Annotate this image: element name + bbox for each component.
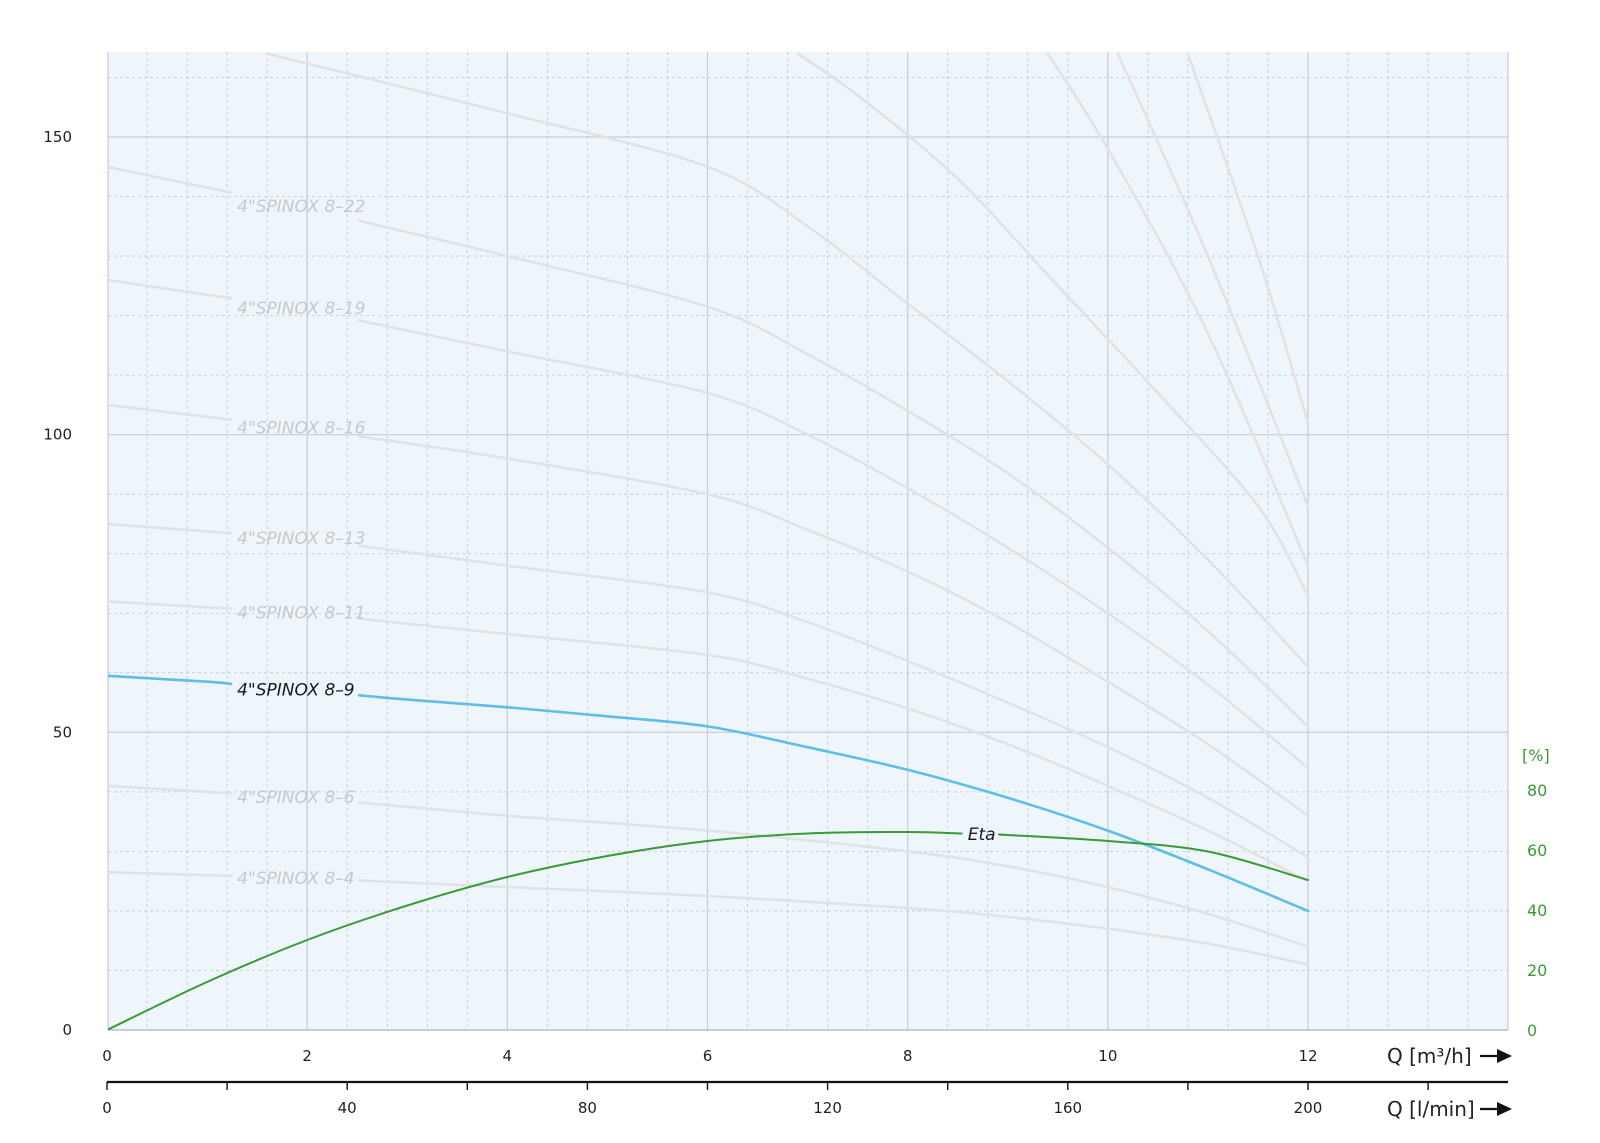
pump-curve-label: 4"SPINOX 8–11 — [237, 604, 365, 624]
secondary-x-tick-label: 40 — [338, 1099, 357, 1117]
secondary-x-tick-label: 120 — [813, 1099, 842, 1117]
pump-curve-line — [108, 784, 233, 795]
efficiency-curve-line — [108, 830, 963, 1030]
pump-curve-line — [108, 278, 233, 300]
x-tick-label: 10 — [1098, 1047, 1117, 1065]
pump-curve-line — [108, 522, 233, 535]
pump-curve-label: 4"SPINOX 8–4 — [237, 869, 355, 889]
efficiency-tick-label: 0 — [1527, 1021, 1537, 1040]
pump-curve-label: 4"SPINOX 8–13 — [237, 529, 365, 549]
plot-background — [108, 52, 1508, 1030]
pump-curve-line — [108, 165, 233, 194]
efficiency-curve-line — [998, 833, 1309, 881]
pump-curve-line — [357, 617, 1310, 883]
highlighted-curve-label: 4"SPINOX 8–9 — [237, 681, 355, 701]
x-axis-arrow-head — [1497, 1049, 1512, 1063]
x-tick-label: 0 — [102, 1047, 112, 1065]
x-tick-label: 2 — [302, 1047, 312, 1065]
efficiency-curve-label: Eta — [968, 825, 996, 845]
pump-curve-line — [796, 52, 1310, 597]
efficiency-tick-label: 60 — [1527, 841, 1547, 860]
highlighted-curve-line — [108, 674, 233, 686]
y-tick-label: 0 — [62, 1021, 72, 1039]
secondary-axis-arrow-head — [1497, 1102, 1512, 1116]
y-tick-label: 150 — [43, 128, 72, 146]
pump-curve-line — [357, 319, 1310, 770]
secondary-x-tick-label: 0 — [102, 1099, 112, 1117]
x-tick-label: 4 — [503, 1047, 513, 1065]
pump-curve-line — [1186, 52, 1310, 425]
secondary-x-tick-label: 200 — [1294, 1099, 1323, 1117]
efficiency-axis-label: [%] — [1522, 746, 1550, 765]
efficiency-tick-label: 80 — [1527, 781, 1547, 800]
secondary-x-axis-label: Q [l/min] — [1387, 1097, 1475, 1121]
pump-curves — [108, 52, 1310, 1030]
pump-curve-line — [108, 600, 233, 610]
pump-curve-line — [108, 870, 233, 878]
x-tick-label: 12 — [1298, 1047, 1317, 1065]
curve-labels: 4"SPINOX 8–4 4"SPINOX 8–6 4"SPINOX 8–11 4"S… — [237, 197, 995, 889]
pump-curve-label: 4"SPINOX 8–19 — [237, 299, 365, 319]
pump-curve-line — [265, 52, 1310, 669]
pump-curve-line — [357, 219, 1310, 728]
pump-curve-label: 4"SPINOX 8–6 — [237, 788, 355, 808]
pump-curve-line — [357, 544, 1310, 859]
pump-curve-line — [357, 435, 1310, 817]
x-tick-label: 6 — [703, 1047, 713, 1065]
secondary-x-tick-label: 80 — [578, 1099, 597, 1117]
y-tick-label: 100 — [43, 426, 72, 444]
secondary-x-tick-label: 160 — [1053, 1099, 1082, 1117]
axes: 0 50 100 150 0 20 40 60 80 [%] 0 2 4 6 8 10 12 Q [m³/h] 0 4… — [43, 128, 1549, 1121]
pump-curve-label: 4"SPINOX 8–16 — [237, 418, 366, 438]
x-tick-label: 8 — [903, 1047, 913, 1065]
efficiency-tick-label: 20 — [1527, 961, 1547, 980]
pump-curve-line — [1116, 52, 1310, 508]
y-tick-label: 50 — [53, 723, 72, 741]
pump-curve-line — [1046, 52, 1310, 567]
x-axis-label: Q [m³/h] — [1387, 1044, 1472, 1068]
efficiency-tick-label: 40 — [1527, 901, 1547, 920]
pump-curve-label: 4"SPINOX 8–22 — [237, 197, 365, 217]
pump-curve-line — [357, 879, 1310, 966]
pump-curve-line — [357, 801, 1310, 948]
pump-curve-line — [108, 403, 233, 421]
